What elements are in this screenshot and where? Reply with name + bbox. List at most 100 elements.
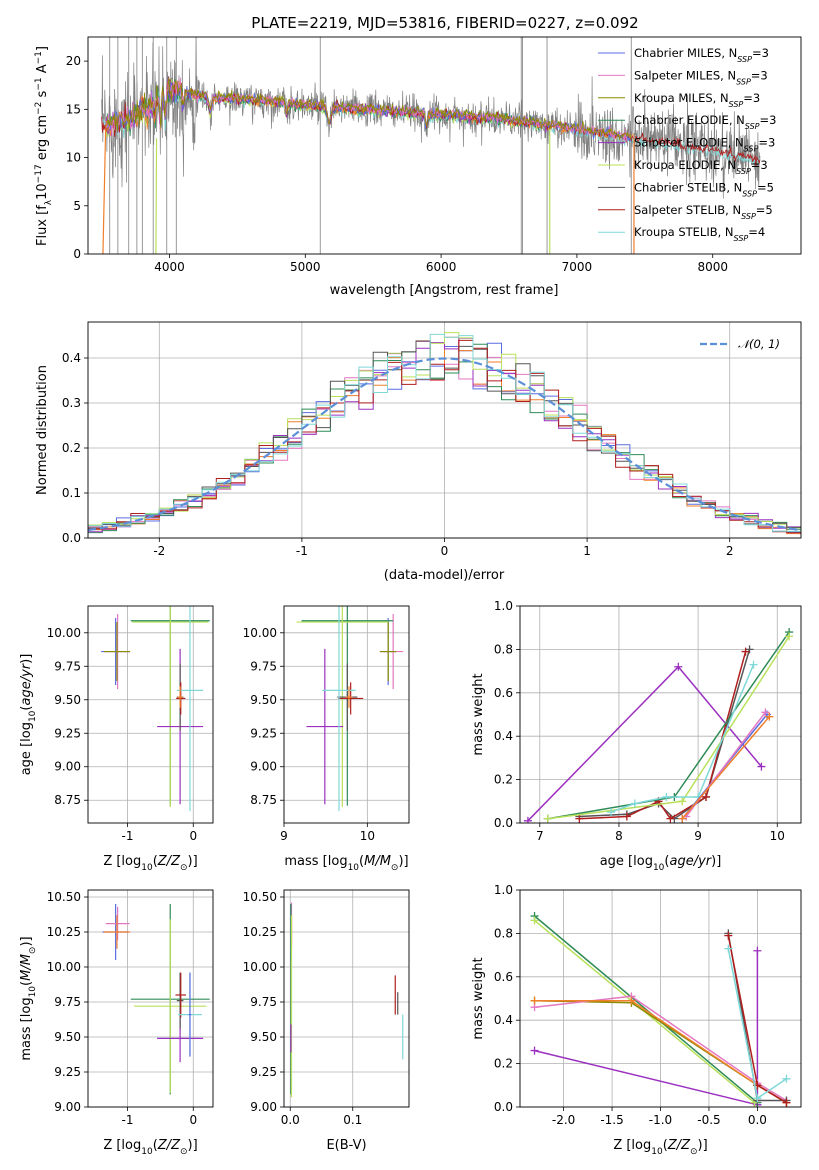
- x-tick-label: 9: [694, 829, 702, 843]
- figure-title: PLATE=2219, MJD=53816, FIBERID=0227, z=0…: [251, 14, 638, 32]
- y-tick-label: 0.2: [494, 1057, 513, 1071]
- x-axis-label: age [log10(age/yr)]: [600, 854, 722, 873]
- weight-marker: [523, 816, 532, 823]
- y-tick-label: 8.75: [250, 793, 277, 807]
- weight-marker: [785, 632, 794, 641]
- y-tick-label: 20: [66, 54, 81, 68]
- x-tick-label: 0: [441, 544, 449, 558]
- y-axis-label: age [log10(age/yr)]: [19, 654, 38, 776]
- axes-age_vs_Z: -1 0 8.75 9.00 9.25 9.50 9.75 10.00 Z [log10(Z/Z…: [19, 605, 214, 873]
- legend-entry: 𝒩(0, 1): [738, 337, 780, 351]
- y-tick-label: 10.00: [47, 960, 81, 974]
- x-axis-label: mass [log10(M/M⊙)]: [284, 854, 408, 873]
- axes-spectrum: 4000 5000 6000 7000 8000 0 5 10 15 20 Chabrier MIL…: [34, 36, 802, 298]
- x-tick-label: 9: [280, 829, 288, 843]
- y-tick-label: 10.00: [47, 626, 81, 640]
- y-axis-label: mass weight: [471, 957, 486, 1039]
- axes-age_vs_mass: 9 10 8.75 9.00 9.25 9.50 9.75 10.00 mass [log10(…: [243, 605, 410, 873]
- weight-marker: [630, 799, 639, 808]
- axes-weight_vs_age: 7 8 9 10 0.0 0.2 0.4 0.6 0.8 1.0 age [log10(age/yr…: [471, 599, 802, 873]
- y-tick-label: 9.00: [250, 1100, 277, 1114]
- weight-marker: [757, 762, 766, 771]
- weight-marker: [782, 1074, 791, 1083]
- x-axis-label: Z [log10(Z/Z⊙)]: [613, 1138, 707, 1157]
- y-tick-label: 9.25: [54, 1065, 81, 1079]
- x-tick-label: -1: [296, 544, 308, 558]
- y-tick-label: 1.0: [494, 599, 513, 613]
- legend-entry: Salpeter STELIB, NSSP=5: [634, 203, 773, 221]
- y-tick-label: 9.50: [250, 693, 277, 707]
- histogram-step: [88, 333, 801, 535]
- weight-marker: [678, 814, 687, 823]
- y-tick-label: 0.0: [494, 1100, 513, 1114]
- axes-mass_vs_EBV: 0.0 0.1 9.00 9.25 9.50 9.75 10.00 10.25 10.50 E(B…: [243, 889, 410, 1153]
- weight-line: [527, 665, 762, 822]
- weight-marker: [666, 814, 675, 823]
- x-tick-label: -2.0: [552, 1113, 575, 1127]
- x-tick-label: 10: [360, 829, 375, 843]
- x-tick-label: 2: [726, 544, 734, 558]
- x-tick-label: 1: [583, 544, 591, 558]
- weight-marker: [761, 708, 770, 717]
- weight-marker: [622, 812, 631, 821]
- plot-area-residual_hist: [88, 332, 801, 536]
- weight-line: [534, 995, 787, 1102]
- weight-marker: [749, 660, 758, 669]
- x-axis-label: (data-model)/error: [384, 568, 505, 583]
- axes-mass_vs_Z: -1 0 9.00 9.25 9.50 9.75 10.00 10.25 10.50 Z [log…: [19, 889, 214, 1157]
- axes-frame: [87, 321, 802, 539]
- gaussian-curve: [88, 357, 801, 532]
- y-axis-label: mass weight: [471, 673, 486, 755]
- axes-frame: [87, 889, 214, 1108]
- y-tick-label: 0.0: [494, 816, 513, 830]
- y-tick-label: 9.75: [250, 659, 277, 673]
- y-tick-label: 10.00: [243, 626, 277, 640]
- plot-area-spectrum: [101, 37, 761, 254]
- y-tick-label: 10.50: [243, 890, 277, 904]
- x-tick-label: -2: [153, 544, 165, 558]
- plot-area-mass_vs_EBV: [290, 902, 404, 1098]
- weight-marker: [753, 946, 762, 955]
- y-tick-label: 15: [66, 102, 81, 116]
- weight-marker: [741, 647, 750, 656]
- x-tick-label: 5000: [290, 260, 321, 274]
- weight-line: [579, 651, 747, 820]
- axes-frame: [283, 605, 410, 824]
- plot-area-age_vs_Z: [101, 606, 210, 811]
- weight-marker: [765, 712, 774, 721]
- x-tick-label: 10: [770, 829, 785, 843]
- spectrum-model-line: [106, 76, 632, 141]
- weight-marker: [607, 808, 616, 817]
- y-tick-label: 9.00: [250, 760, 277, 774]
- spectrum-edge: [155, 138, 158, 254]
- y-tick-label: 9.50: [54, 693, 81, 707]
- axes-frame: [519, 605, 802, 824]
- x-tick-label: 0: [189, 1113, 197, 1127]
- legend-entry: Salpeter MILES, NSSP=3: [634, 68, 768, 86]
- axes-weight_vs_Z: -2.0 -1.5 -1.0 -0.5 0.0 0.0 0.2 0.4 0.6 0.8 1.0 Z […: [471, 883, 802, 1157]
- x-axis-label: Z [log10(Z/Z⊙)]: [103, 1138, 197, 1157]
- x-tick-label: 8000: [697, 260, 728, 274]
- y-tick-label: 10.00: [243, 960, 277, 974]
- weight-line: [681, 716, 770, 820]
- plot-area-age_vs_mass: [296, 606, 404, 811]
- weight-marker: [753, 1094, 762, 1103]
- x-tick-label: 0: [189, 829, 197, 843]
- y-tick-label: 10.50: [47, 890, 81, 904]
- weight-line: [547, 631, 790, 820]
- y-axis-label: mass [log10(M/M⊙)]: [19, 936, 38, 1060]
- x-tick-label: -1: [121, 829, 133, 843]
- weight-marker: [724, 931, 733, 940]
- weight-marker: [627, 996, 636, 1005]
- y-tick-label: 9.00: [54, 760, 81, 774]
- y-tick-label: 9.50: [54, 1030, 81, 1044]
- y-tick-label: 0.2: [62, 441, 81, 455]
- axes-residual_hist: -2 -1 0 1 2 0.0 0.1 0.2 0.3 0.4 𝒩(0, 1) (data-model…: [35, 321, 802, 583]
- x-tick-label: 0.0: [281, 1113, 300, 1127]
- axes-frame: [87, 605, 214, 824]
- x-tick-label: 0.1: [343, 1113, 362, 1127]
- y-tick-label: 0.1: [62, 486, 81, 500]
- axes-frame: [283, 889, 410, 1108]
- x-tick-label: 8: [615, 829, 623, 843]
- y-tick-label: 0.6: [494, 970, 513, 984]
